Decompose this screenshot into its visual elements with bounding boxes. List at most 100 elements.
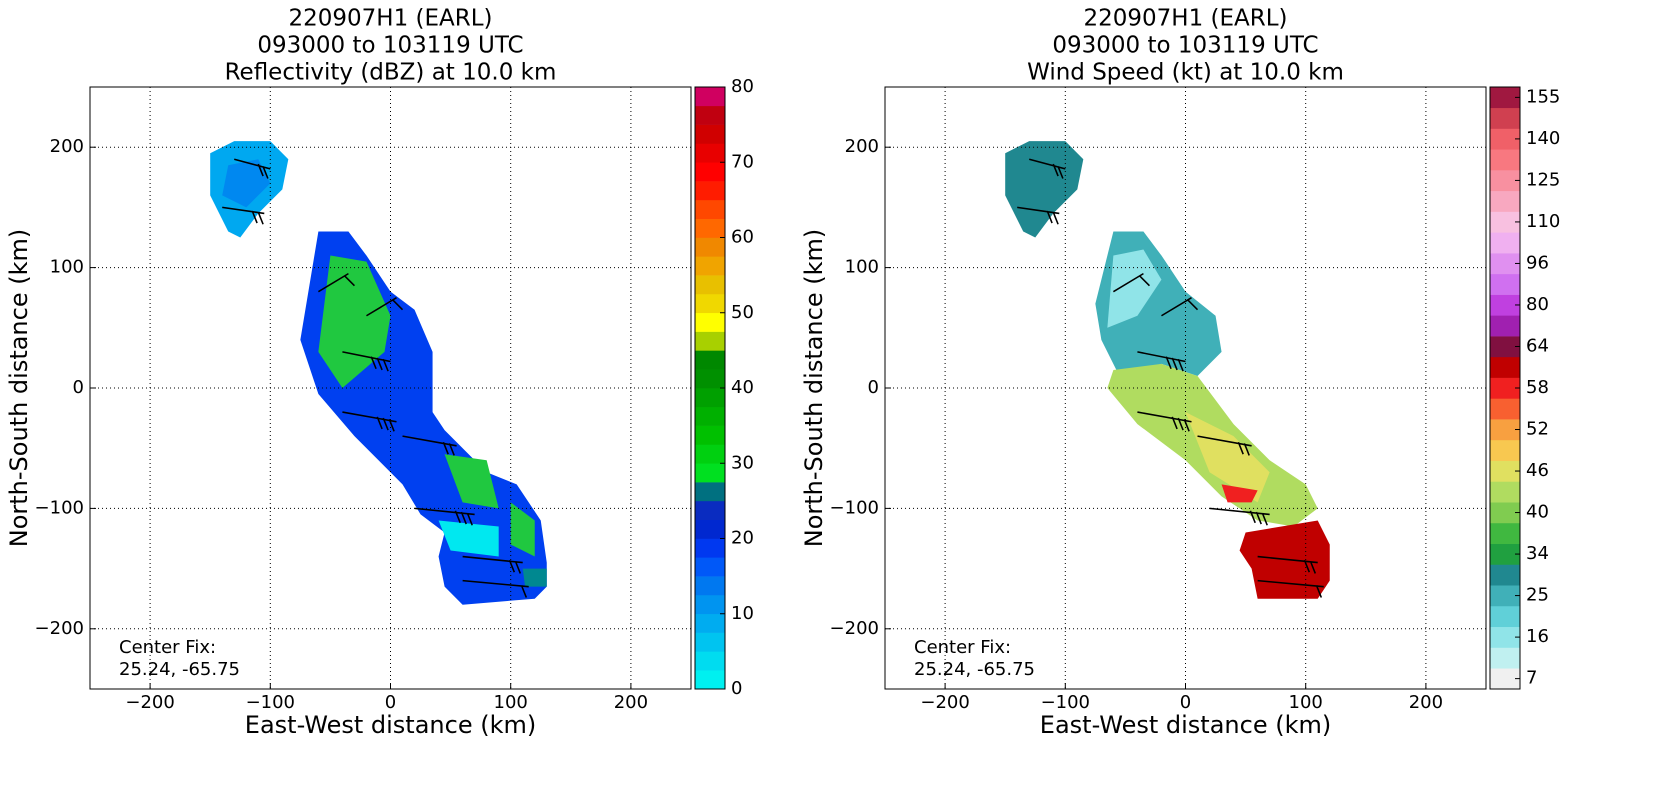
colorbar-swatch bbox=[1490, 398, 1520, 420]
x-tick-label: 100 bbox=[1289, 692, 1323, 713]
plot: 220907H1 (EARL)093000 to 103119 UTCRefle… bbox=[5, 6, 754, 740]
colorbar-swatch bbox=[695, 124, 725, 144]
colorbar-swatch bbox=[695, 444, 725, 464]
y-tick-label: 0 bbox=[73, 377, 84, 398]
colorbar-swatch bbox=[695, 425, 725, 445]
colorbar-tick-label: 7 bbox=[1526, 668, 1537, 689]
colorbar-tick-label: 80 bbox=[731, 76, 754, 97]
colorbar-tick-label: 40 bbox=[731, 377, 754, 398]
colorbar-swatch bbox=[1490, 356, 1520, 378]
colorbar-swatch bbox=[1490, 647, 1520, 669]
colorbar-swatch bbox=[1490, 626, 1520, 648]
y-tick-label: 100 bbox=[845, 257, 879, 278]
colorbar-swatch bbox=[695, 293, 725, 314]
colorbar-swatch bbox=[695, 576, 725, 596]
colorbar-swatch bbox=[695, 406, 725, 426]
colorbar-swatch bbox=[1490, 502, 1520, 524]
colorbar-swatch bbox=[1490, 605, 1520, 628]
chart-title: 220907H1 (EARL) bbox=[1083, 6, 1287, 32]
colorbar-tick-label: 64 bbox=[1526, 335, 1549, 356]
colorbar-tick-label: 34 bbox=[1526, 543, 1549, 564]
colorbar-swatch bbox=[695, 500, 725, 520]
colorbar-swatch bbox=[1490, 87, 1520, 109]
colorbar-swatch bbox=[1490, 211, 1520, 233]
colorbar-swatch bbox=[695, 557, 725, 577]
colorbar-swatch bbox=[1490, 107, 1520, 129]
colorbar-swatch bbox=[695, 199, 725, 219]
colorbar-tick-label: 80 bbox=[1526, 294, 1549, 315]
colorbar-tick-label: 50 bbox=[731, 302, 754, 323]
colorbar-tick-label: 70 bbox=[731, 151, 754, 172]
colorbar-swatch bbox=[695, 218, 725, 238]
colorbar-swatch bbox=[1490, 419, 1520, 441]
colorbar-swatch bbox=[695, 651, 725, 671]
colorbar-swatch bbox=[1490, 170, 1520, 192]
axes-frame bbox=[89, 86, 692, 690]
colorbar-swatch bbox=[1490, 253, 1520, 275]
colorbar-swatch bbox=[695, 388, 725, 408]
plot: 220907H1 (EARL)093000 to 103119 UTCWind … bbox=[800, 6, 1560, 740]
axes-frame bbox=[884, 86, 1487, 690]
colorbar-swatch bbox=[1490, 481, 1520, 503]
colorbar-swatch bbox=[1490, 377, 1520, 399]
colorbar-tick-label: 60 bbox=[731, 227, 754, 248]
colorbar-swatch bbox=[1490, 336, 1520, 358]
y-tick-label: 0 bbox=[868, 377, 879, 398]
colorbar-tick-label: 125 bbox=[1526, 169, 1560, 190]
colorbar-swatch bbox=[1490, 522, 1520, 544]
colorbar-swatch bbox=[1490, 128, 1520, 150]
colorbar-swatch bbox=[1490, 315, 1520, 337]
colorbar-swatch bbox=[695, 632, 725, 652]
y-tick-label: 200 bbox=[845, 136, 879, 157]
chart-title: 220907H1 (EARL) bbox=[288, 6, 492, 32]
colorbar-swatch bbox=[1490, 439, 1520, 461]
colorbar-swatch bbox=[695, 87, 725, 107]
x-tick-label: −100 bbox=[246, 692, 295, 713]
colorbar-swatch bbox=[695, 275, 725, 295]
colorbar-tick-label: 16 bbox=[1526, 626, 1549, 647]
colorbar-swatch bbox=[695, 463, 725, 483]
colorbar-swatch bbox=[1490, 190, 1520, 212]
colorbar-tick-label: 25 bbox=[1526, 585, 1549, 606]
x-tick-label: 0 bbox=[385, 692, 396, 713]
x-axis-label: East-West distance (km) bbox=[245, 711, 536, 739]
colorbar-swatch bbox=[695, 237, 725, 257]
colorbar-tick-label: 58 bbox=[1526, 377, 1549, 398]
colorbar-swatch bbox=[1490, 273, 1520, 295]
colorbar-swatch bbox=[1490, 460, 1520, 482]
y-tick-label: −100 bbox=[35, 497, 84, 518]
radar-field bbox=[210, 141, 547, 605]
colorbar-swatch bbox=[695, 670, 725, 690]
y-tick-label: 100 bbox=[50, 257, 84, 278]
y-axis-label: North-South distance (km) bbox=[800, 229, 828, 548]
chart-title: Reflectivity (dBZ) at 10.0 km bbox=[225, 60, 557, 86]
x-axis-label: East-West distance (km) bbox=[1040, 711, 1331, 739]
colorbar-swatch bbox=[695, 143, 725, 163]
colorbar-swatch bbox=[1490, 564, 1520, 586]
colorbar-tick-label: 20 bbox=[731, 528, 754, 549]
colorbar-swatch bbox=[695, 594, 725, 615]
colorbar-swatch bbox=[695, 350, 725, 370]
colorbar-tick-label: 96 bbox=[1526, 252, 1549, 273]
colorbar-swatch bbox=[1490, 294, 1520, 316]
colorbar-swatch bbox=[695, 312, 725, 332]
colorbar-swatch bbox=[695, 105, 725, 125]
x-tick-label: −200 bbox=[920, 692, 969, 713]
radar-field bbox=[1005, 141, 1330, 599]
x-tick-label: 200 bbox=[614, 692, 648, 713]
y-tick-label: −200 bbox=[830, 618, 879, 639]
field bbox=[1005, 141, 1330, 599]
y-tick-label: 200 bbox=[50, 136, 84, 157]
chart-title: 093000 to 103119 UTC bbox=[257, 33, 523, 59]
colorbar-swatch bbox=[695, 482, 725, 502]
y-tick-label: −100 bbox=[830, 497, 879, 518]
x-tick-label: 100 bbox=[494, 692, 528, 713]
colorbar-swatch bbox=[1490, 149, 1520, 171]
field bbox=[210, 141, 547, 605]
colorbar-tick-label: 52 bbox=[1526, 419, 1549, 440]
x-tick-label: 200 bbox=[1409, 692, 1443, 713]
colorbar-tick-label: 140 bbox=[1526, 128, 1560, 149]
colorbar-swatch bbox=[695, 256, 725, 276]
colorbar-tick-label: 40 bbox=[1526, 502, 1549, 523]
